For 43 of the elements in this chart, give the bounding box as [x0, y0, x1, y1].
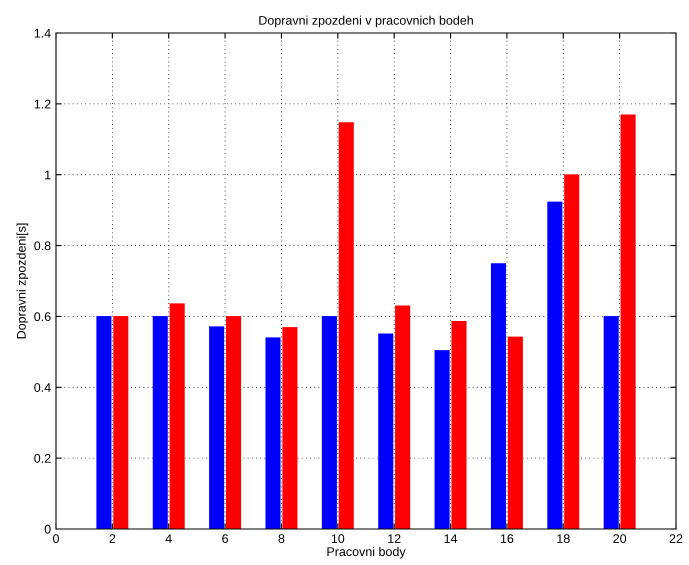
bar	[152, 316, 168, 529]
bar	[564, 174, 580, 529]
x-tick-label: 2	[110, 534, 116, 543]
bar	[508, 336, 523, 529]
bar	[322, 316, 337, 529]
bar	[490, 263, 506, 529]
x-tick-label: 0	[53, 534, 59, 544]
bar	[113, 316, 128, 529]
bar	[604, 316, 619, 529]
y-axis-title: Dopravni zpozdeni[s]	[16, 224, 28, 338]
y-tick-label: 0.6	[34, 312, 51, 322]
x-tick-label: 16	[500, 534, 514, 544]
x-tick-label: 10	[332, 534, 344, 544]
x-tick-label: 8	[278, 534, 284, 544]
y-tick-label: 1.4	[34, 28, 51, 38]
bar	[378, 333, 394, 529]
x-tick-label: 20	[613, 534, 626, 544]
x-tick-label: 22	[670, 534, 682, 543]
bar	[96, 316, 112, 529]
bar	[451, 321, 467, 529]
chart-title: Dopravni zpozdeni v pracovnich bodeh	[259, 16, 473, 28]
bar	[282, 327, 298, 529]
x-axis-title: Pracovni body	[327, 546, 406, 559]
y-tick-label: 1	[45, 170, 51, 180]
bar	[547, 202, 562, 529]
x-tick-label: 4	[166, 534, 172, 543]
bar	[170, 303, 185, 529]
bar	[265, 337, 281, 529]
y-tick-label: 0.8	[34, 241, 51, 250]
x-tick-label: 18	[557, 534, 570, 544]
x-tick-label: 12	[388, 534, 401, 543]
y-tick-label: 0.2	[34, 454, 51, 463]
bar	[226, 316, 242, 529]
bar	[620, 114, 636, 529]
bar	[434, 350, 450, 529]
bar	[395, 305, 410, 529]
bar	[338, 122, 354, 529]
x-tick-label: 14	[444, 534, 458, 543]
x-tick-label: 6	[222, 534, 228, 544]
y-tick-label: 0.4	[34, 383, 51, 392]
bar	[209, 326, 224, 529]
y-tick-label: 0	[44, 524, 51, 534]
y-tick-label: 1.2	[34, 100, 51, 108]
